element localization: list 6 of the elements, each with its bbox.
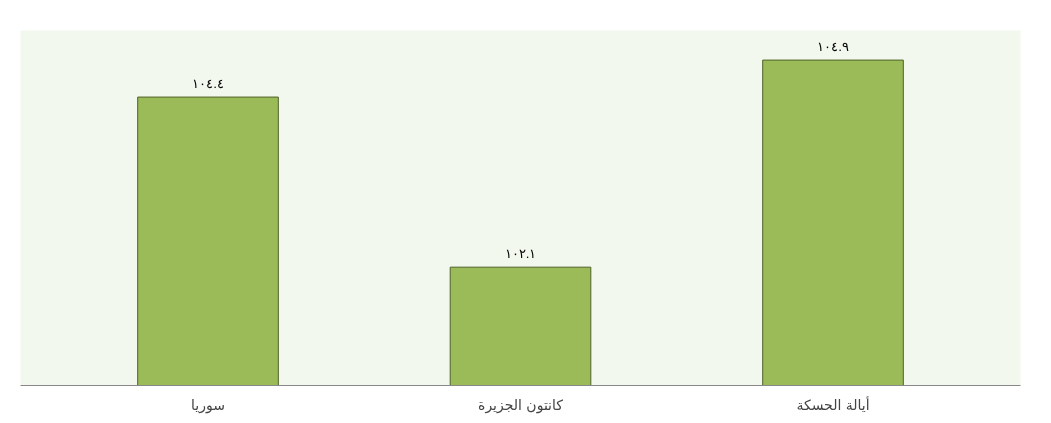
data-label: ١٠٤.٩	[817, 39, 849, 55]
x-tick-label: كانتون الجزيرة	[478, 396, 564, 414]
x-tick-label: سوريا	[191, 396, 225, 414]
data-label: ١٠٢.١	[504, 246, 537, 262]
data-label: ١٠٤.٤	[192, 76, 224, 92]
x-tick-label: أيالة الحسكة	[796, 395, 870, 413]
